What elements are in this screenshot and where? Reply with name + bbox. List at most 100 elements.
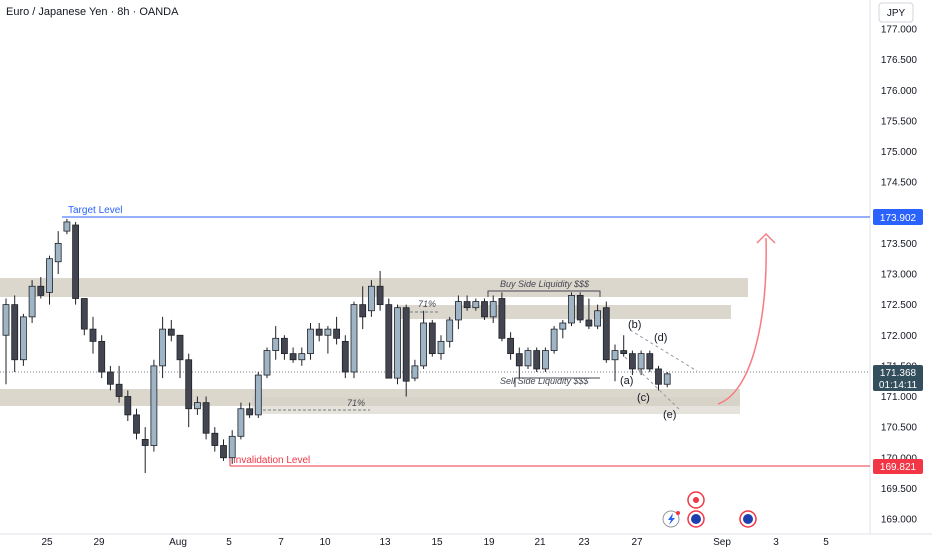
price-tick-label: 176.500 [881,55,918,66]
candle [629,350,636,376]
candle [481,298,488,320]
candle-body [428,322,436,355]
candle [141,427,149,474]
wave-b-label: (b) [628,319,641,331]
candle [367,280,375,317]
candle-body [193,402,201,410]
wave-e-label: (e) [663,409,676,421]
fib-71-lower-label: 71% [347,398,365,408]
candle [54,231,62,274]
candle [289,347,297,363]
candle-body [54,242,62,263]
candle-body [585,319,593,327]
invalidation-price-tag [873,459,923,474]
last-price-value: 171.368 [880,368,917,379]
price-tick-label: 176.000 [881,86,918,97]
candle-body [289,353,297,361]
candle-body [19,316,27,361]
candle-body [411,365,419,379]
invalidation-level-label: Invalidation Level [233,455,310,466]
candle-body [350,304,358,373]
candle-body [489,301,497,318]
candle-body [98,340,106,373]
time-tick-label: 5 [226,537,232,548]
candle-body [559,322,567,330]
candle-body [576,295,584,321]
time-tick-label: 21 [534,537,546,548]
candle [115,365,123,403]
candle [89,316,97,354]
candle [359,286,367,330]
candle [124,390,132,421]
candle [159,316,167,379]
candle [107,365,114,391]
fib-71-upper-label: 71% [418,299,436,309]
candle [498,292,506,342]
candle-body [620,350,628,355]
candle [167,319,175,342]
buy-side-liquidity-label: Buy Side Liquidity $$$ [500,279,590,289]
sell-side-liquidity-label: Sell Side Liquidity $$$ [500,376,590,386]
candle-body [246,408,254,416]
price-tick-label: 171.000 [881,392,918,403]
candle [663,372,671,388]
candle [246,402,254,418]
flash-icon[interactable] [662,510,680,528]
candle-body [333,328,341,339]
time-axis[interactable]: 25 29 Aug 5 7 10 13 15 19 21 23 27 Sep 3 5 [41,537,829,548]
buy-side-bracket [487,290,601,297]
candle [446,316,454,348]
candle [402,304,410,397]
time-tick-label: 3 [773,537,779,548]
candle [37,277,45,299]
candle [559,319,567,339]
candle [333,316,341,345]
time-tick-label: 7 [278,537,284,548]
currency-button[interactable] [878,2,914,23]
flag-icon[interactable] [687,491,705,509]
wave-a-label: (a) [620,375,633,387]
candle-body [2,304,10,336]
price-tick-label: 170.000 [881,453,918,464]
candle-body [394,307,401,379]
candle-body [141,438,149,446]
time-tick-label: 27 [631,537,643,548]
price-tick-label: 169.000 [881,515,918,526]
candle-body [437,340,445,355]
price-tick-label: 173.000 [881,270,918,281]
event-icon[interactable] [739,510,757,528]
price-tick-label: 173.500 [881,239,918,250]
candle-body [150,365,158,446]
currency-label: JPY [887,8,906,19]
candle [72,221,79,305]
candle [542,347,549,372]
event-icon[interactable] [687,510,705,528]
bar-countdown: 01:14:11 [879,380,918,391]
candle [507,332,515,360]
candle [646,350,654,372]
chart-title: Euro / Japanese Yen · 8h · OANDA [6,6,179,18]
last-price-tag [873,365,923,391]
candle-body [211,432,219,446]
candle [524,347,532,369]
target-price-value: 173.902 [880,213,917,224]
candle-body [324,328,332,336]
candle [280,335,288,360]
price-tick-label: 175.500 [881,116,918,127]
candle [28,280,36,323]
candle [428,319,436,357]
candle [324,326,332,354]
candle [185,353,193,428]
candle [550,326,558,354]
candle [80,298,88,336]
price-tick-label: 172.000 [881,331,918,342]
candle-body [359,304,367,318]
candle-body [568,295,575,324]
wave-c-label: (c) [637,392,650,404]
target-level-label: Target Level [68,205,122,216]
candle-body [11,304,19,361]
candle [307,323,314,360]
candle-body [307,328,314,355]
candle-body [463,301,471,309]
